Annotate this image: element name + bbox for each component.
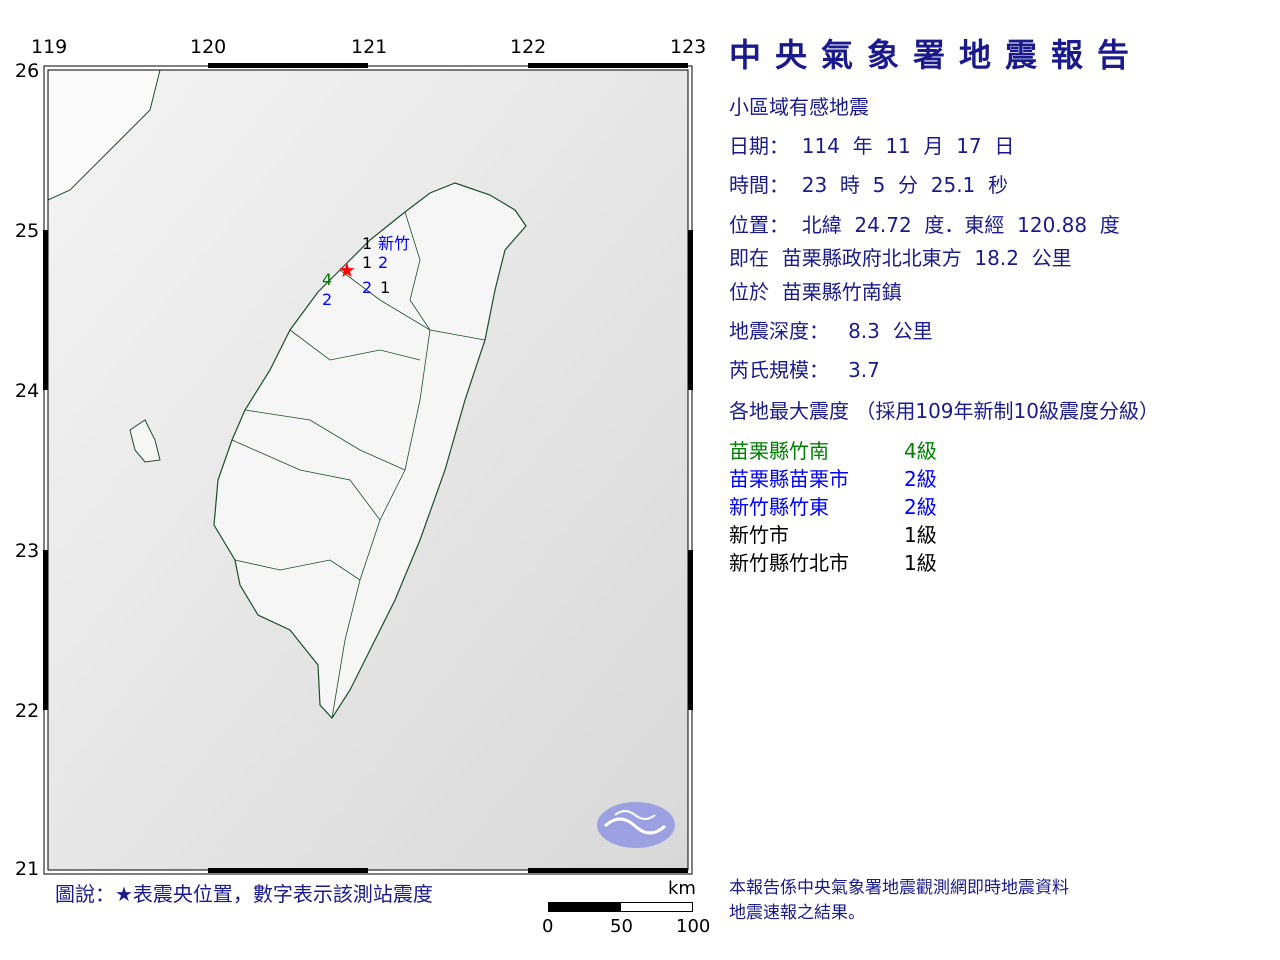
lat-tick: 23	[15, 540, 40, 562]
quake-relative-location: 即在 苗栗縣政府北北東方 18.2 公里	[729, 246, 1072, 270]
lon-tick: 120	[190, 36, 227, 58]
intensity-row: 新竹市 1級	[729, 519, 937, 548]
quake-type: 小區域有感地震	[729, 95, 869, 119]
frame-ticks	[43, 63, 693, 873]
station-intensity: 1	[362, 253, 373, 272]
intensity-area: 苗栗縣竹南	[729, 439, 829, 463]
lat-tick: 25	[15, 220, 40, 242]
lon-tick: 119	[31, 36, 68, 58]
intensity-area: 新竹縣竹北市	[729, 551, 849, 575]
county-boundaries	[231, 211, 486, 719]
lon-tick: 122	[510, 36, 547, 58]
scale-unit: km	[668, 878, 696, 899]
report-title: 中央氣象署地震報告	[729, 36, 1144, 74]
station-intensity: 2	[378, 253, 389, 272]
station-intensity: 2	[362, 278, 373, 297]
lat-tick: 26	[15, 60, 40, 82]
quake-town: 位於 苗栗縣竹南鎮	[729, 280, 902, 304]
logo	[597, 802, 675, 848]
quake-date: 日期： 114 年 11 月 17 日	[729, 134, 1015, 158]
intensity-row: 苗栗縣竹南 4級	[729, 435, 937, 464]
station-intensity: 2	[322, 290, 333, 309]
station-intensity: 1	[362, 234, 373, 253]
quake-location: 位置： 北緯 24.72 度．東經 120.88 度	[729, 213, 1120, 237]
scale-label: 100	[676, 916, 711, 937]
intensity-level: 1級	[904, 551, 937, 575]
intensity-level: 2級	[904, 467, 937, 491]
intensity-area: 新竹縣竹東	[729, 495, 829, 519]
station-name: 新竹	[378, 234, 411, 253]
scale-bar	[548, 902, 693, 912]
station-intensity: 4	[322, 270, 333, 289]
intensity-level: 1級	[904, 523, 937, 547]
intensity-row: 新竹縣竹東 2級	[729, 491, 937, 520]
intensity-row: 苗栗縣苗栗市 2級	[729, 463, 937, 492]
lon-tick: 123	[670, 36, 707, 58]
lon-tick: 121	[351, 36, 388, 58]
intensity-level: 2級	[904, 495, 937, 519]
intensity-area: 苗栗縣苗栗市	[729, 467, 849, 491]
footer-note: 本報告係中央氣象署地震觀測網即時地震資料	[729, 878, 1069, 898]
intensity-header: 各地最大震度 （採用109年新制10級震度分級）	[729, 399, 1159, 423]
footer-note: 地震速報之結果。	[729, 903, 865, 923]
epicenter-star-icon: ★	[338, 258, 356, 282]
lat-tick: 24	[15, 380, 40, 402]
scale-label: 0	[542, 916, 554, 937]
lat-tick: 22	[15, 700, 40, 722]
map: ★	[43, 63, 693, 875]
quake-time: 時間： 23 時 5 分 25.1 秒	[729, 173, 1008, 197]
quake-magnitude: 芮氏規模： 3.7	[729, 358, 880, 382]
intensity-area: 新竹市	[729, 523, 789, 547]
station-intensity: 1	[380, 278, 391, 297]
intensity-level: 4級	[904, 439, 937, 463]
scale-label: 50	[610, 916, 633, 937]
map-legend: 圖說：★表震央位置，數字表示該測站震度	[55, 882, 433, 906]
penghu-islands	[129, 419, 161, 463]
quake-depth: 地震深度： 8.3 公里	[729, 319, 933, 343]
intensity-row: 新竹縣竹北市 1級	[729, 547, 937, 576]
taiwan-island	[213, 182, 527, 719]
lat-tick: 21	[15, 858, 40, 880]
